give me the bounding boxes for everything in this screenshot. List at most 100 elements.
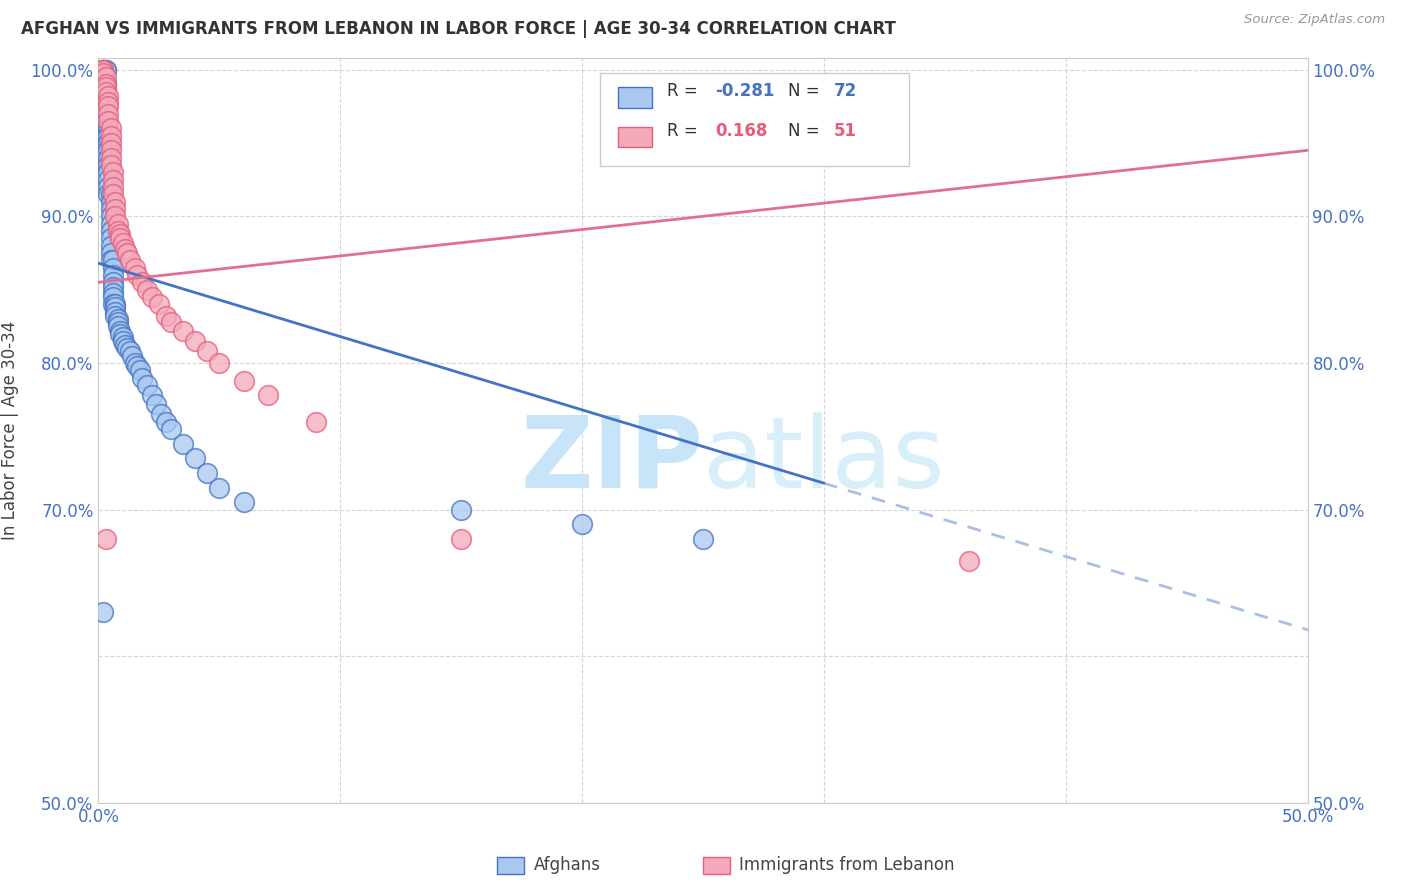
Point — [97, 89, 120, 103]
Point — [107, 315, 129, 329]
Point — [97, 106, 120, 120]
Point — [155, 309, 177, 323]
Point — [91, 62, 114, 77]
Point — [101, 268, 124, 282]
Text: -0.281: -0.281 — [716, 82, 775, 101]
Text: 0.168: 0.168 — [716, 122, 768, 140]
Point — [571, 517, 593, 532]
Point — [141, 388, 163, 402]
Point — [128, 363, 150, 377]
Point — [91, 62, 114, 77]
Point — [450, 532, 472, 546]
Bar — [498, 857, 524, 873]
Point — [127, 359, 149, 373]
Point — [97, 136, 120, 150]
Point — [104, 300, 127, 314]
Point — [101, 165, 124, 179]
Point — [184, 334, 207, 348]
Point — [107, 224, 129, 238]
Point — [108, 227, 131, 241]
Text: ZIP: ZIP — [520, 412, 703, 508]
Point — [124, 260, 146, 275]
Point — [97, 144, 120, 158]
Point — [97, 99, 120, 113]
Point — [150, 407, 173, 421]
Point — [108, 231, 131, 245]
Point — [208, 481, 231, 495]
Point — [97, 95, 120, 109]
Point — [195, 466, 218, 480]
Point — [104, 309, 127, 323]
Text: Immigrants from Lebanon: Immigrants from Lebanon — [740, 855, 955, 873]
Text: atlas: atlas — [703, 412, 945, 508]
Point — [135, 283, 157, 297]
Point — [100, 231, 122, 245]
Point — [100, 151, 122, 165]
Point — [195, 344, 218, 359]
Point — [101, 253, 124, 268]
Point — [100, 121, 122, 136]
Point — [104, 202, 127, 216]
Point — [91, 62, 114, 77]
Point — [108, 324, 131, 338]
Point — [118, 253, 141, 268]
Point — [131, 275, 153, 289]
Point — [121, 349, 143, 363]
Point — [111, 334, 134, 348]
Point — [94, 78, 117, 92]
Point — [91, 65, 114, 79]
Point — [957, 554, 980, 568]
Text: Source: ZipAtlas.com: Source: ZipAtlas.com — [1244, 13, 1385, 27]
Text: N =: N = — [787, 82, 824, 101]
Y-axis label: In Labor Force | Age 30-34: In Labor Force | Age 30-34 — [1, 321, 20, 540]
Text: R =: R = — [666, 122, 703, 140]
Point — [100, 210, 122, 224]
Point — [100, 136, 122, 150]
Point — [127, 268, 149, 282]
Point — [114, 242, 136, 256]
Text: AFGHAN VS IMMIGRANTS FROM LEBANON IN LABOR FORCE | AGE 30-34 CORRELATION CHART: AFGHAN VS IMMIGRANTS FROM LEBANON IN LAB… — [21, 20, 896, 37]
Point — [131, 370, 153, 384]
Point — [97, 172, 120, 186]
Bar — [619, 87, 652, 108]
Point — [100, 246, 122, 260]
Bar — [703, 857, 730, 873]
Point — [100, 217, 122, 231]
Point — [107, 217, 129, 231]
Bar — [619, 127, 652, 147]
Point — [100, 202, 122, 216]
Point — [111, 235, 134, 250]
Point — [94, 114, 117, 128]
Point — [117, 246, 139, 260]
Point — [101, 290, 124, 304]
Point — [155, 415, 177, 429]
Point — [100, 158, 122, 172]
Point — [172, 324, 194, 338]
Point — [100, 224, 122, 238]
Point — [97, 151, 120, 165]
Point — [256, 388, 278, 402]
Point — [101, 187, 124, 202]
Point — [117, 341, 139, 355]
Point — [107, 319, 129, 334]
Point — [111, 329, 134, 343]
Point — [97, 114, 120, 128]
Point — [104, 194, 127, 209]
Point — [172, 436, 194, 450]
Point — [114, 338, 136, 352]
Point — [94, 78, 117, 92]
Point — [100, 194, 122, 209]
Point — [160, 315, 183, 329]
Point — [104, 297, 127, 311]
Point — [94, 128, 117, 143]
Text: 51: 51 — [834, 122, 856, 140]
Point — [104, 304, 127, 318]
Point — [101, 279, 124, 293]
Point — [104, 210, 127, 224]
Point — [100, 187, 122, 202]
Point — [94, 80, 117, 95]
Point — [97, 128, 120, 143]
Text: N =: N = — [787, 122, 824, 140]
Point — [141, 290, 163, 304]
Point — [184, 451, 207, 466]
